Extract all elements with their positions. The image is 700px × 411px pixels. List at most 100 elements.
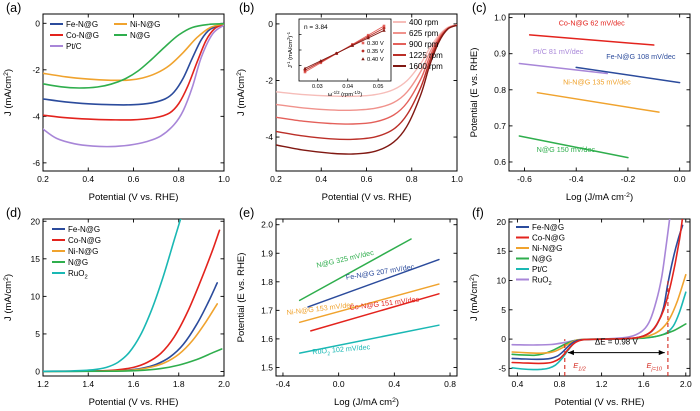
plot-area: [43, 23, 224, 148]
y-tick-label: 0: [35, 366, 40, 376]
axes-frame: [508, 218, 691, 377]
y-axis-title: Potential (E vs. RHE): [236, 253, 247, 343]
y-tick-label: 1.6: [261, 334, 273, 344]
y-tick-label: 10: [497, 276, 507, 286]
y-tick-label: 0.6: [494, 157, 506, 167]
y-tick-label: -6: [32, 158, 40, 168]
legend-label: 900 rpm: [409, 40, 439, 49]
y-tick-label: -4: [32, 111, 40, 121]
y-tick-label: 15: [497, 246, 507, 256]
y-axis-title: J (mA/cm2): [469, 274, 480, 321]
x-tick-label: 1.8: [173, 379, 185, 389]
inset-x-tick-label: 0.04: [342, 84, 353, 90]
x-tick-label: -0.4: [276, 379, 291, 389]
y-tick-label: 15: [31, 254, 41, 264]
annotation-text: N@G 325 mV/dec: [316, 248, 375, 270]
marker-triangle: [319, 59, 323, 63]
chart-b: 0.2 0.4 0.6 0.8 1.0 0 -2 -4 Potential (V vs. RHE…: [233, 0, 466, 205]
x-tick-label: 0.4: [315, 174, 327, 184]
panel-c: (c) -0.6 -0.4 -0.2 0.0 0.6 0.7 0.8 0.9 1.0 Log (J…: [466, 0, 699, 205]
legend-label: Fe-N@G: [68, 225, 100, 234]
legend-label: 1225 rpm: [409, 51, 443, 60]
x-tick-label: 0.8: [554, 379, 566, 389]
x-tick-label: 0.0: [674, 174, 686, 184]
series-Ni-N@G: [43, 23, 224, 82]
chart-f: 0.4 0.8 1.2 1.6 2.0 -5 0 5 10 15 20 Potential (V vs…: [466, 205, 699, 410]
panel-d: (d) 1.2 1.4 1.6 1.8 2.0 0 5 10 15 20 Potential (V …: [0, 205, 233, 410]
y-tick-label: 0: [501, 334, 506, 344]
legend-label: Co-N@G: [532, 234, 565, 243]
chart-svg-b: 0.2 0.4 0.6 0.8 1.0 0 -2 -4 Potential (V vs. RHE…: [236, 13, 463, 203]
x-tick-label: 1.0: [218, 174, 230, 184]
x-tick-label: -0.6: [517, 174, 532, 184]
marker-square: [382, 24, 386, 28]
legend-label: N@G: [68, 258, 88, 267]
x-axis-title: Potential (V vs. RHE): [555, 397, 645, 408]
y-tick-label: 5: [35, 329, 40, 339]
annotation-text: ΔE = 0.98 V: [595, 337, 639, 346]
series-Co-N@G-tafel: [310, 293, 440, 332]
arrowhead-right: [658, 349, 665, 356]
series-Co-N@G: [43, 23, 224, 121]
annotation-text: N@G 150 mV/dec: [537, 145, 596, 154]
x-axis-title: Log (J/mA cm2): [334, 397, 399, 408]
legend-label: Ni-N@G: [130, 20, 160, 29]
chart-svg-a: 0.2 0.4 0.6 0.8 1.0 0 -2 -4 -6 Potential (V vs. R…: [3, 13, 230, 203]
annotation-text: Fe-N@G 108 mV/dec: [606, 52, 676, 61]
panel-b: (b) 0.2 0.4 0.6 0.8 1.0 0 -2 -4 Potential (V vs.…: [233, 0, 466, 205]
legend-label: Fe-N@G: [532, 223, 564, 232]
series-N@G: [511, 323, 687, 357]
y-tick-label: -2: [32, 65, 40, 75]
x-axis-title: Potential (V vs. RHE): [89, 397, 179, 408]
x-tick-label: 0.4: [512, 379, 524, 389]
x-tick-label: 1.6: [638, 379, 650, 389]
annotation-text: Ni-N@G 135 mV/dec: [563, 77, 631, 86]
legend-label: Ni-N@G: [68, 247, 98, 256]
panel-label-c: (c): [472, 1, 487, 15]
annotation-text: Fe-N@G 207 mV/dec: [345, 262, 415, 282]
axes-frame: [275, 218, 458, 377]
panel-label-d: (d): [6, 206, 22, 220]
legend-label: RuO2: [68, 269, 88, 281]
series-Fe-N@G-tafel: [307, 258, 440, 308]
chart-e: -0.4 0.0 0.4 0.8 1.5 1.6 1.7 1.8 1.9 2.0 Log (J/mA…: [233, 205, 466, 410]
inset-x-tick-label: 0.03: [312, 84, 323, 90]
x-axis-title: Log (J/mA cm-2): [566, 192, 633, 203]
inset-legend-label: 0.30 V: [367, 41, 384, 47]
y-tick-label: 5: [501, 305, 506, 315]
x-tick-label: 2.0: [680, 379, 692, 389]
marker-triangle: [334, 51, 339, 55]
x-tick-label: 0.6: [361, 174, 373, 184]
x-tick-label: 2.0: [218, 379, 230, 389]
series-400 rpm: [276, 24, 457, 98]
marker-triangle: [382, 28, 386, 32]
y-axis-title: J (mA/cm2): [236, 69, 247, 116]
y-tick-label: -4: [265, 132, 273, 142]
legend-label: 400 rpm: [409, 18, 439, 27]
y-tick-label: 0.7: [494, 121, 506, 131]
series-Ni-N@G-tafel: [298, 283, 440, 324]
panel-label-a: (a): [6, 1, 22, 15]
plot-area: [298, 238, 440, 354]
y-axis-title: J (mA/cm2): [3, 274, 14, 321]
chart-a: 0.2 0.4 0.6 0.8 1.0 0 -2 -4 -6 Potential (V vs. R…: [0, 0, 233, 205]
panel-f: (f) 0.4 0.8 1.2 1.6 2.0 -5 0 5 10 15 20 Potential (…: [466, 205, 699, 410]
x-tick-label: 0.8: [173, 174, 185, 184]
series-N@G: [43, 348, 223, 373]
series-RuO2: [511, 219, 671, 346]
y-tick-label: 20: [31, 216, 41, 226]
series-Pt/C-tafel: [518, 62, 609, 75]
chart-d: 1.2 1.4 1.6 1.8 2.0 0 5 10 15 20 Potential (V vs. …: [0, 205, 233, 410]
marker-square: [361, 41, 365, 45]
y-tick-label: -2: [265, 75, 273, 85]
y-tick-label: 0.8: [494, 85, 506, 95]
y-tick-label: -5: [498, 363, 506, 373]
inset-note: n = 3.84: [304, 24, 328, 31]
inset-legend-label: 0.35 V: [367, 49, 384, 55]
legend-label: N@G: [130, 31, 150, 40]
y-tick-label: 10: [31, 291, 41, 301]
y-tick-label: 0.9: [494, 49, 506, 59]
series-900 rpm: [276, 24, 457, 125]
marker-square: [303, 70, 307, 74]
panel-a: (a) 0.2 0.4 0.6 0.8 1.0 0 -2 -4 -6 Potential (V v…: [0, 0, 233, 205]
